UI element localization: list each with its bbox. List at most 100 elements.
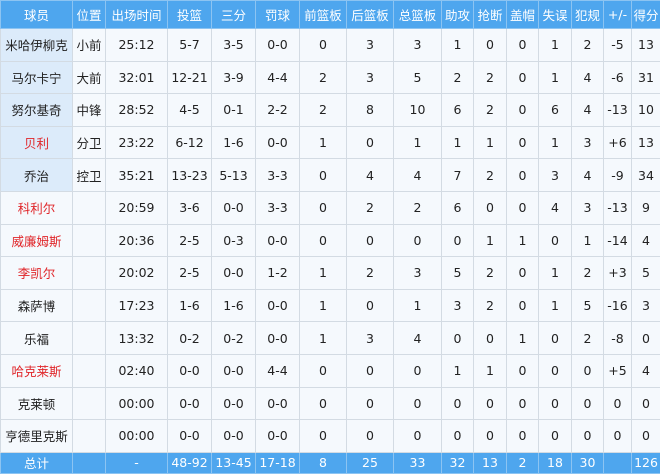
cell-reb: 1	[394, 126, 442, 159]
total-three-pt: 13-45	[212, 452, 256, 473]
cell-tov: 0	[539, 322, 572, 355]
cell-oreb: 0	[300, 420, 347, 453]
cell-pts: 0	[632, 420, 660, 453]
column-header-fg[interactable]: 投篮	[168, 1, 212, 29]
player-name[interactable]: 努尔基奇	[1, 94, 73, 127]
column-header-three-pt[interactable]: 三分	[212, 1, 256, 29]
player-name[interactable]: 米哈伊柳克	[1, 29, 73, 62]
cell-pts: 13	[632, 126, 660, 159]
cell-dreb: 0	[347, 354, 394, 387]
player-name[interactable]: 亨德里克斯	[1, 420, 73, 453]
cell-pf: 0	[572, 420, 604, 453]
cell-dreb: 0	[347, 289, 394, 322]
cell-minutes: 28:52	[106, 94, 168, 127]
cell-position	[73, 420, 106, 453]
cell-ast: 0	[442, 387, 474, 420]
column-header-ast[interactable]: 助攻	[442, 1, 474, 29]
total-plus-minus	[604, 452, 632, 473]
cell-ast: 6	[442, 191, 474, 224]
column-header-stl[interactable]: 抢断	[474, 1, 507, 29]
cell-ft: 1-2	[256, 257, 300, 290]
cell-plus-minus: +3	[604, 257, 632, 290]
cell-pf: 2	[572, 29, 604, 62]
cell-plus-minus: -13	[604, 191, 632, 224]
player-name[interactable]: 乔治	[1, 159, 73, 192]
cell-stl: 2	[474, 61, 507, 94]
total-player: 总计	[1, 452, 73, 473]
cell-pf: 4	[572, 61, 604, 94]
cell-position	[73, 387, 106, 420]
cell-pf: 3	[572, 126, 604, 159]
column-header-position[interactable]: 位置	[73, 1, 106, 29]
cell-fg: 0-2	[168, 322, 212, 355]
player-name[interactable]: 乐福	[1, 322, 73, 355]
cell-ft: 0-0	[256, 322, 300, 355]
cell-three-pt: 5-13	[212, 159, 256, 192]
column-header-ft[interactable]: 罚球	[256, 1, 300, 29]
cell-minutes: 32:01	[106, 61, 168, 94]
column-header-pts[interactable]: 得分	[632, 1, 660, 29]
header-row: 球员位置出场时间投篮三分罚球前篮板后篮板总篮板助攻抢断盖帽失误犯规+/-得分	[1, 1, 660, 29]
cell-dreb: 0	[347, 126, 394, 159]
cell-ft: 0-0	[256, 126, 300, 159]
column-header-blk[interactable]: 盖帽	[507, 1, 539, 29]
column-header-player[interactable]: 球员	[1, 1, 73, 29]
player-name[interactable]: 森萨博	[1, 289, 73, 322]
cell-three-pt: 0-0	[212, 420, 256, 453]
total-tov: 18	[539, 452, 572, 473]
cell-three-pt: 0-0	[212, 387, 256, 420]
cell-minutes: 25:12	[106, 29, 168, 62]
cell-dreb: 3	[347, 61, 394, 94]
cell-three-pt: 0-2	[212, 322, 256, 355]
cell-ast: 6	[442, 94, 474, 127]
cell-tov: 6	[539, 94, 572, 127]
cell-reb: 0	[394, 224, 442, 257]
cell-ft: 0-0	[256, 289, 300, 322]
column-header-oreb[interactable]: 前篮板	[300, 1, 347, 29]
cell-dreb: 2	[347, 191, 394, 224]
cell-plus-minus: 0	[604, 420, 632, 453]
cell-oreb: 1	[300, 322, 347, 355]
cell-minutes: 02:40	[106, 354, 168, 387]
cell-tov: 1	[539, 257, 572, 290]
player-name[interactable]: 李凯尔	[1, 257, 73, 290]
cell-pts: 5	[632, 257, 660, 290]
cell-dreb: 0	[347, 420, 394, 453]
column-header-plus-minus[interactable]: +/-	[604, 1, 632, 29]
cell-blk: 0	[507, 126, 539, 159]
cell-stl: 0	[474, 420, 507, 453]
cell-ft: 0-0	[256, 29, 300, 62]
column-header-reb[interactable]: 总篮板	[394, 1, 442, 29]
cell-minutes: 13:32	[106, 322, 168, 355]
player-name[interactable]: 科利尔	[1, 191, 73, 224]
cell-pts: 13	[632, 29, 660, 62]
cell-pf: 2	[572, 322, 604, 355]
cell-stl: 0	[474, 387, 507, 420]
column-header-dreb[interactable]: 后篮板	[347, 1, 394, 29]
cell-ft: 0-0	[256, 224, 300, 257]
player-name[interactable]: 威廉姆斯	[1, 224, 73, 257]
column-header-pf[interactable]: 犯规	[572, 1, 604, 29]
cell-minutes: 23:22	[106, 126, 168, 159]
player-name[interactable]: 马尔卡宁	[1, 61, 73, 94]
cell-ft: 2-2	[256, 94, 300, 127]
player-name[interactable]: 贝利	[1, 126, 73, 159]
cell-blk: 0	[507, 159, 539, 192]
cell-fg: 0-0	[168, 354, 212, 387]
cell-oreb: 2	[300, 94, 347, 127]
cell-minutes: 00:00	[106, 420, 168, 453]
cell-dreb: 0	[347, 224, 394, 257]
cell-ast: 2	[442, 61, 474, 94]
cell-fg: 3-6	[168, 191, 212, 224]
player-name[interactable]: 哈克莱斯	[1, 354, 73, 387]
total-ft: 17-18	[256, 452, 300, 473]
cell-oreb: 0	[300, 354, 347, 387]
column-header-tov[interactable]: 失误	[539, 1, 572, 29]
column-header-minutes[interactable]: 出场时间	[106, 1, 168, 29]
cell-tov: 0	[539, 354, 572, 387]
player-name[interactable]: 克莱顿	[1, 387, 73, 420]
cell-position	[73, 322, 106, 355]
cell-oreb: 0	[300, 159, 347, 192]
cell-stl: 1	[474, 224, 507, 257]
